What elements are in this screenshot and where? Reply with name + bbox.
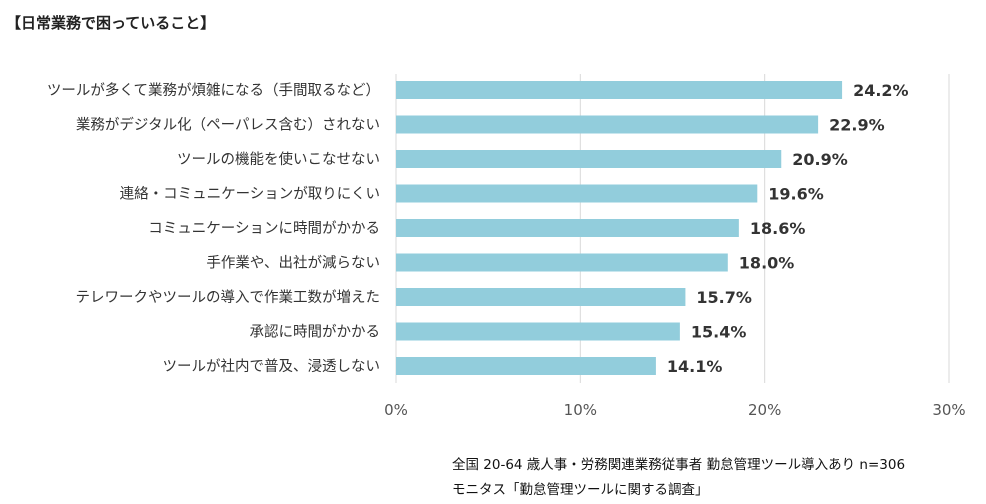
category-label: ツールが多くて業務が煩雑になる（手間取るなど） bbox=[47, 82, 380, 99]
bar bbox=[396, 357, 656, 375]
data-label: 18.6% bbox=[750, 219, 806, 238]
bar bbox=[396, 288, 686, 306]
data-label: 19.6% bbox=[768, 185, 824, 204]
bar bbox=[396, 219, 739, 237]
category-label: 業務がデジタル化（ペーパレス含む）されない bbox=[76, 116, 380, 134]
chart-title: 【日常業務で困っていること】 bbox=[6, 14, 216, 32]
bar bbox=[396, 150, 782, 168]
data-label: 18.0% bbox=[739, 254, 795, 273]
category-label: 手作業や、出社が減らない bbox=[206, 255, 380, 272]
value-labels: 24.2% 22.9% 20.9% 19.6% 18.6% 18.0% 15.7% 15.4%… bbox=[667, 81, 909, 376]
data-label: 20.9% bbox=[792, 150, 848, 169]
category-label: 連絡・コミュニケーションが取りにくい bbox=[120, 186, 380, 203]
x-tick-label: 20% bbox=[748, 401, 781, 419]
bar bbox=[396, 184, 758, 203]
bar bbox=[396, 253, 728, 272]
sample-note: 全国 20-64 歳人事・労務関連業務従事者 勤怠管理ツール導入あり n=306 bbox=[452, 457, 906, 473]
x-tick-label: 30% bbox=[932, 401, 965, 419]
bar bbox=[396, 322, 680, 341]
category-label: ツールの機能を使いこなせない bbox=[177, 151, 380, 168]
source-note: モニタス「勤怠管理ツールに関する調査」 bbox=[452, 482, 709, 498]
data-label: 22.9% bbox=[829, 116, 885, 135]
category-label: 承認に時間がかかる bbox=[250, 324, 381, 341]
x-tick-label: 10% bbox=[564, 401, 597, 419]
bar bbox=[396, 81, 843, 99]
x-tick-label: 0% bbox=[384, 401, 408, 419]
category-labels: ツールが多くて業務が煩雑になる（手間取るなど） 業務がデジタル化（ペーパレス含む）… bbox=[47, 82, 380, 375]
category-label: コミュニケーションに時間がかかる bbox=[148, 220, 380, 237]
category-label: ツールが社内で普及、浸透しない bbox=[163, 358, 381, 375]
data-label: 14.1% bbox=[667, 357, 723, 376]
bar bbox=[396, 115, 819, 134]
data-label: 24.2% bbox=[853, 81, 909, 100]
bar-chart: ツールが多くて業務が煩雑になる（手間取るなど） 業務がデジタル化（ペーパレス含む）… bbox=[47, 74, 966, 419]
bars bbox=[396, 81, 843, 375]
data-label: 15.7% bbox=[696, 288, 752, 307]
data-label: 15.4% bbox=[691, 323, 747, 342]
x-axis-ticks: 0% 10% 20% 30% bbox=[384, 401, 966, 419]
category-label: テレワークやツールの導入で作業工数が増えた bbox=[76, 289, 381, 306]
